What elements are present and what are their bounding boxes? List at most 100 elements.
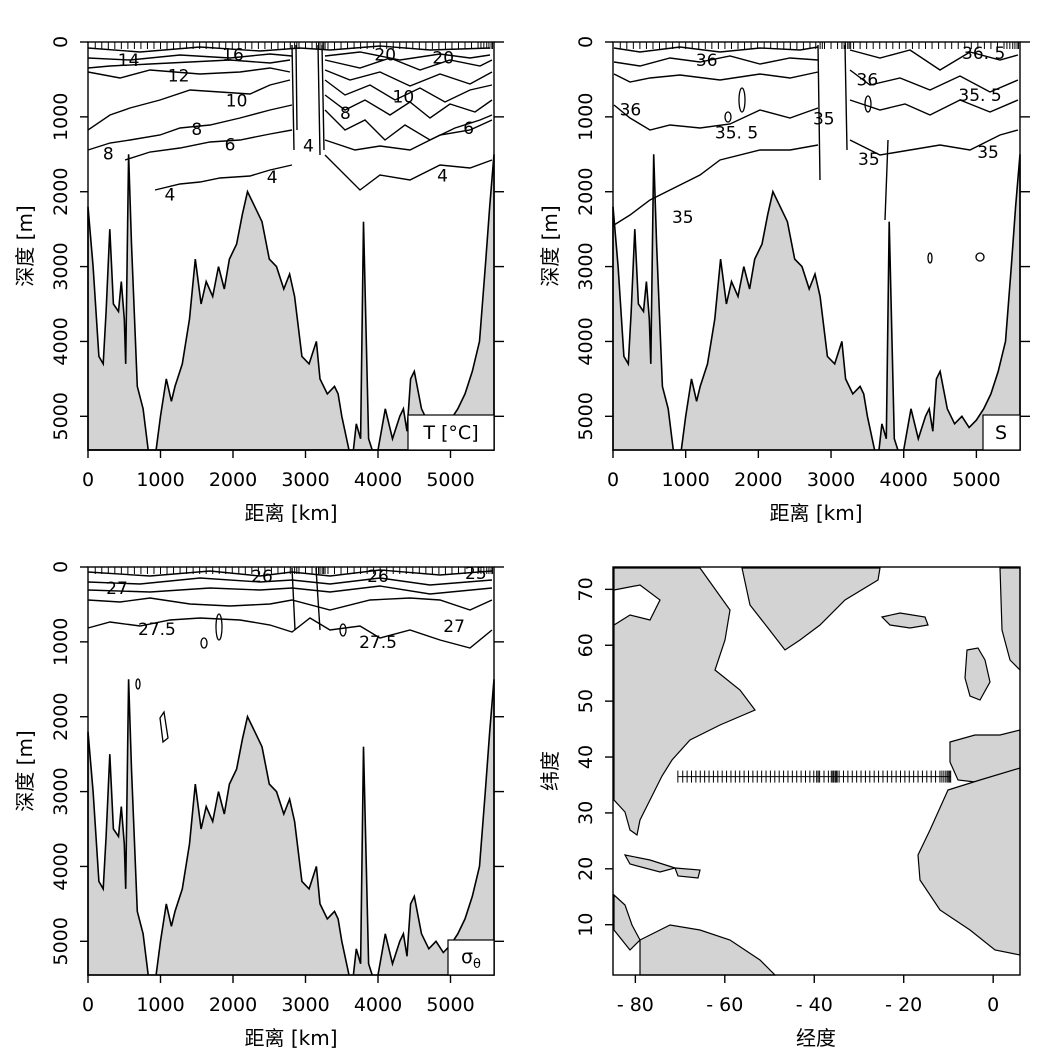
contour-line-14 (87, 59, 291, 69)
y-tick-label: 2000 (575, 168, 597, 216)
station-ticks (612, 42, 1021, 49)
x-tick-label: 0 (82, 469, 94, 491)
x-tick-label: 4000 (880, 469, 928, 491)
contour-line-27 (87, 597, 493, 611)
x-tick-label: 5000 (426, 469, 474, 491)
contour-line-10-w (87, 79, 291, 131)
y-tick-label: 5000 (575, 392, 597, 440)
contour-line-6-w (124, 129, 293, 161)
contour-label: 35 (977, 143, 999, 163)
x-tick-label: 0 (987, 994, 999, 1016)
contour-label: 20 (374, 46, 396, 66)
y-tick-label: 5000 (50, 392, 72, 440)
hispaniola (674, 867, 701, 879)
x-tick-label: 1000 (136, 469, 184, 491)
contour-line-12-e (324, 79, 493, 103)
y-tick-label: 1000 (575, 93, 597, 141)
contour-line-front-1 (291, 567, 296, 631)
legend-box (982, 414, 1021, 451)
y-tick-label: 3000 (50, 242, 72, 290)
contour-label: 4 (267, 168, 278, 188)
contour-label: 36 (696, 51, 718, 71)
y-tick-label: 30 (575, 801, 597, 825)
x-tick-label: 2000 (209, 994, 257, 1016)
y-tick-label: 70 (575, 577, 597, 601)
x-axis-title: 距离 [km] (244, 1026, 337, 1050)
contour-islands (724, 87, 985, 264)
north-america (613, 567, 756, 837)
x-axis-title: 经度 (796, 1026, 836, 1050)
x-tick-label: 3000 (281, 469, 329, 491)
contour-line-10-e (324, 94, 493, 119)
contour-line-front-1 (817, 44, 821, 181)
contour-line-6-e (324, 119, 493, 151)
africa (917, 767, 1021, 956)
british-isles (964, 647, 991, 701)
contour-line-35-e (849, 129, 1019, 156)
contour-line-36-5-e (849, 49, 1019, 71)
contour-label: 10 (226, 91, 248, 111)
section-track (677, 770, 952, 783)
x-tick-label: 0 (82, 994, 94, 1016)
x-tick-label: - 80 (617, 994, 654, 1016)
contour-label: 26 (251, 567, 273, 587)
contour-line-36-b (613, 71, 819, 83)
contour-line-26-5 (87, 585, 493, 595)
contour-line-front-4 (321, 44, 325, 151)
contour-islands (135, 613, 347, 744)
x-tick-label: 3000 (281, 994, 329, 1016)
contour-line-front-1 (291, 44, 295, 151)
y-tick-label: 4000 (50, 842, 72, 890)
y-axis-title: 深度 [m] (13, 730, 37, 811)
x-tick-label: 1000 (661, 469, 709, 491)
y-tick-label: 0 (575, 36, 597, 48)
axis-ticks-and-labels: 0 1000 2000 3000 4000 50000100020003000400050… (50, 36, 1030, 1016)
contour-line-12 (87, 67, 291, 79)
x-tick-label: 3000 (807, 469, 855, 491)
contour-line-front-3 (317, 44, 321, 156)
contour-line-4-e (324, 154, 493, 191)
map-frame (612, 566, 1021, 976)
x-tick-label: 0 (607, 469, 619, 491)
contour-label: 35 (858, 150, 880, 170)
contour-line-36-e (849, 69, 1019, 93)
x-tick-label: - 40 (796, 994, 833, 1016)
x-axis-title: 距离 [km] (769, 501, 862, 525)
contour-label: 10 (393, 88, 415, 108)
plot-frame (87, 566, 495, 976)
contour-line-surface (87, 45, 491, 53)
scandinavia (999, 567, 1021, 672)
contour-line-18-e (324, 69, 493, 87)
central-america (613, 893, 641, 951)
panel-map: 经度 纬度 (538, 566, 1021, 1050)
contour-label: 27.5 (359, 633, 397, 653)
legend-text: T [°C] (422, 422, 478, 444)
contour-line-35-5-w (613, 104, 819, 131)
contour-label: 8 (103, 145, 114, 165)
panel-temperature: 14 16 20 20 12 10 10 8 8 6 6 8 4 4 4 4 T [°C] 距离 [km] 深… (13, 41, 495, 525)
x-tick-label: 2000 (734, 469, 782, 491)
contour-label: 35 (813, 109, 835, 129)
south-america (639, 924, 777, 976)
contour-labels: 36 36. 5 36 35. 5 36 35. 5 35 35 35 35 (620, 44, 1006, 228)
y-tick-label: 3000 (575, 242, 597, 290)
contour-label: 4 (437, 166, 448, 186)
legend-box (447, 939, 495, 976)
contour-label: 35. 5 (958, 86, 1001, 106)
contour-label: 14 (118, 51, 140, 71)
greenland (741, 567, 881, 651)
y-axis-title: 深度 [m] (13, 205, 37, 286)
contour-label: 27 (443, 617, 465, 637)
contour-label: 4 (165, 186, 176, 206)
contour-line-35-deep (884, 139, 889, 221)
contour-label: 35 (672, 208, 694, 228)
y-tick-label: 3000 (50, 767, 72, 815)
contour-label: 16 (222, 46, 244, 66)
contour-labels: 14 16 20 20 12 10 10 8 8 6 6 8 4 4 4 4 (103, 46, 474, 206)
contour-label: 27 (106, 579, 128, 599)
contour-line-27-5 (87, 617, 493, 649)
plot-frame (612, 41, 1021, 451)
